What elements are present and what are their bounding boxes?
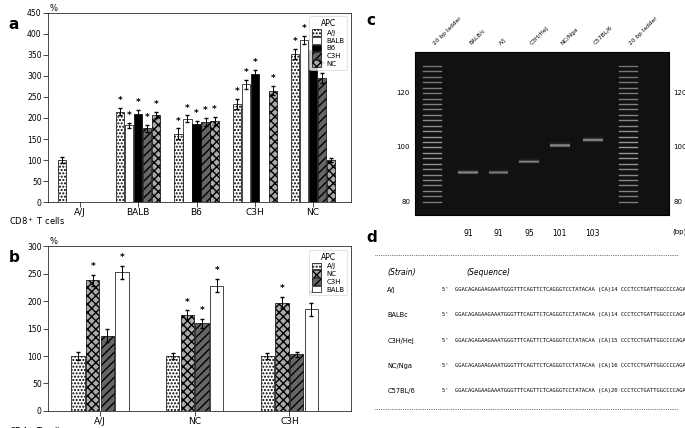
Text: b: b	[9, 250, 19, 265]
Text: *: *	[90, 262, 95, 271]
Text: 100: 100	[673, 144, 685, 151]
Legend: A/J, NC, C3H, BALB: A/J, NC, C3H, BALB	[309, 250, 347, 295]
Text: 80: 80	[673, 199, 683, 205]
Text: 5'  GGACAGAGAAGAAATGGGTTTCAGTTCTCAGGGTCCTATACAA (CA)14 CCCTCCTGATTGGCCCCAGAT  3': 5' GGACAGAGAAGAAATGGGTTTCAGTTCTCAGGGTCCT…	[442, 287, 685, 292]
Text: 5'  GGACAGAGAAGAAATGGGTTTCAGTTCTCAGGGTCCTATACAA (CA)14 CCCTCCTGATTGGCCCCAGAT  3': 5' GGACAGAGAAGAAATGGGTTTCAGTTCTCAGGGTCCT…	[442, 312, 685, 318]
Text: a: a	[9, 17, 19, 32]
Text: *: *	[292, 37, 297, 46]
Text: %: %	[49, 237, 58, 247]
Text: *: *	[234, 87, 239, 96]
Text: *: *	[118, 96, 123, 105]
Bar	[290, 354, 303, 411]
Text: *: *	[176, 116, 181, 125]
Text: *: *	[320, 61, 325, 70]
Bar	[300, 40, 308, 202]
Text: C3H/HeJ: C3H/HeJ	[529, 25, 550, 46]
Text: *: *	[136, 98, 140, 107]
Text: 80: 80	[401, 199, 410, 205]
Bar	[181, 315, 194, 411]
Bar	[233, 104, 241, 202]
Text: 100: 100	[397, 144, 410, 151]
Bar	[275, 303, 289, 411]
Text: NC/Nga: NC/Nga	[387, 363, 412, 369]
Text: NC/Nga: NC/Nga	[560, 27, 579, 46]
Bar	[318, 78, 326, 202]
Text: *: *	[252, 58, 257, 67]
Text: d: d	[366, 230, 377, 245]
Text: 20 bp ladder: 20 bp ladder	[432, 16, 462, 46]
Text: CD8$^+$ T cells: CD8$^+$ T cells	[9, 215, 64, 227]
Bar	[166, 356, 179, 411]
Bar	[251, 74, 259, 202]
Bar	[210, 121, 219, 202]
Bar	[71, 356, 85, 411]
Text: *: *	[279, 285, 284, 294]
Text: 95: 95	[524, 229, 534, 238]
Text: 120: 120	[397, 90, 410, 96]
Text: c: c	[366, 13, 375, 28]
Text: BALB/c: BALB/c	[468, 28, 486, 46]
Text: *: *	[185, 297, 190, 306]
Text: A/J: A/J	[387, 287, 396, 293]
Legend: A/J, BALB, B6, C3H, NC: A/J, BALB, B6, C3H, NC	[309, 16, 347, 69]
Text: C3H/HeJ: C3H/HeJ	[387, 338, 414, 344]
Bar	[269, 91, 277, 202]
Bar	[327, 160, 335, 202]
Bar	[115, 272, 129, 411]
Text: 91: 91	[494, 229, 503, 238]
Text: 5'  GGACAGAGAAGAAATGGGTTTCAGTTCTCAGGGTCCTATACAA (CA)15 CCCTCCTGATTGGCCCCAGAT  3': 5' GGACAGAGAAGAAATGGGTTTCAGTTCTCAGGGTCCT…	[442, 338, 685, 343]
Text: *: *	[271, 74, 275, 83]
Bar	[184, 119, 192, 202]
Text: 103: 103	[586, 229, 600, 238]
Text: 5'  GGACAGAGAAGAAATGGGTTTCAGTTCTCAGGGTCCTATACAA (CA)16 CCCTCCTGATTGGCCCCAGAT  3': 5' GGACAGAGAAGAAATGGGTTTCAGTTCTCAGGGTCCT…	[442, 363, 685, 368]
Text: C57BL/6: C57BL/6	[387, 388, 415, 394]
Text: *: *	[243, 68, 248, 77]
Text: BALBc: BALBc	[387, 312, 408, 318]
Bar	[242, 84, 250, 202]
Text: A/J: A/J	[499, 37, 508, 46]
Text: 120: 120	[673, 90, 685, 96]
Bar	[116, 112, 125, 202]
Bar	[195, 323, 209, 411]
Text: *: *	[212, 105, 217, 114]
Bar	[260, 356, 274, 411]
Text: *: *	[154, 100, 159, 109]
Text: C57BL/6: C57BL/6	[593, 25, 614, 46]
Text: CD4$^+$ T cells: CD4$^+$ T cells	[9, 426, 64, 428]
Text: %: %	[49, 4, 58, 13]
Text: *: *	[127, 111, 132, 120]
Text: *: *	[145, 113, 149, 122]
Text: *: *	[309, 290, 314, 299]
Bar	[201, 122, 210, 202]
Bar	[143, 128, 151, 202]
Bar	[291, 54, 299, 202]
Text: *: *	[214, 266, 219, 275]
Text: (Sequence): (Sequence)	[466, 268, 510, 277]
Bar	[86, 280, 99, 411]
Text: *: *	[185, 104, 190, 113]
Text: 101: 101	[552, 229, 566, 238]
Text: *: *	[311, 34, 315, 43]
Bar	[305, 309, 318, 411]
Bar	[125, 125, 134, 202]
Bar	[210, 286, 223, 411]
Text: *: *	[203, 106, 208, 115]
Bar	[192, 124, 201, 202]
Bar	[309, 50, 317, 202]
Text: 5'  GGACAGAGAAGAAATGGGTTTCAGTTCTCAGGGTCCTATACAA (CA)20 CCCTCCTGATTGGCCCCAGAT  3': 5' GGACAGAGAAGAAATGGGTTTCAGTTCTCAGGGTCCT…	[442, 388, 685, 393]
Bar	[174, 134, 183, 202]
Text: (bp): (bp)	[672, 229, 685, 235]
Text: *: *	[199, 306, 204, 315]
Bar	[134, 114, 142, 202]
Text: 20 bp ladder: 20 bp ladder	[628, 16, 658, 46]
Bar	[58, 160, 66, 202]
Text: *: *	[194, 109, 199, 118]
Bar	[101, 336, 114, 411]
Text: (Strain): (Strain)	[387, 268, 416, 277]
Bar	[152, 115, 160, 202]
Text: 91: 91	[463, 229, 473, 238]
Text: *: *	[120, 253, 125, 262]
Text: *: *	[301, 24, 306, 33]
